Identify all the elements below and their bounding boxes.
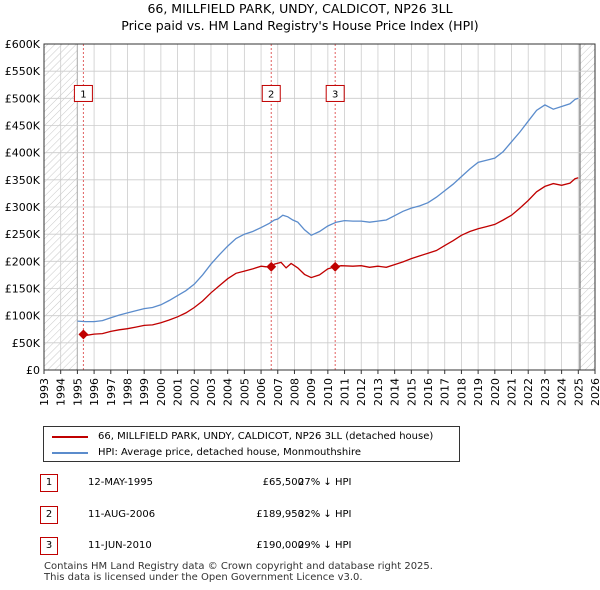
x-tick-label: 1993 <box>38 378 51 406</box>
y-tick-label: £250K <box>5 228 41 241</box>
x-tick-label: 2004 <box>222 378 235 406</box>
transaction-price: £65,500 <box>262 477 304 488</box>
y-tick-label: £100K <box>5 310 41 323</box>
sale-point <box>330 261 341 272</box>
x-tick-label: 2014 <box>389 378 402 406</box>
x-tick-label: 2017 <box>439 378 452 406</box>
footer-license: This data is licensed under the Open Gov… <box>44 572 363 583</box>
x-tick-label: 1998 <box>121 378 134 406</box>
x-tick-label: 2020 <box>489 378 502 406</box>
price-chart: 1 2 3 £0 £50K £100K £150K £200K £250K £300K £350K… <box>5 38 600 406</box>
transaction-price: £189,950 <box>256 509 304 520</box>
x-tick-label: 2015 <box>405 378 418 406</box>
y-tick-label: £400K <box>5 147 41 160</box>
x-tick-label: 1996 <box>88 378 101 406</box>
legend: 66, MILLFIELD PARK, UNDY, CALDICOT, NP26… <box>43 426 460 462</box>
legend-label-property: 66, MILLFIELD PARK, UNDY, CALDICOT, NP26… <box>98 431 434 442</box>
x-tick-label: 2000 <box>155 378 168 406</box>
x-tick-label: 1995 <box>71 378 84 406</box>
transaction-hpi-diff: 29% ↓ HPI <box>298 540 352 551</box>
x-tick-label: 2016 <box>422 378 435 406</box>
legend-swatch-hpi <box>52 452 88 454</box>
y-tick-label: £550K <box>5 65 41 78</box>
transaction-date: 11-JUN-2010 <box>88 540 152 551</box>
x-tick-label: 1997 <box>105 378 118 406</box>
x-tick-label: 2002 <box>188 378 201 406</box>
sale-badge-box <box>73 84 93 102</box>
y-tick-label: £600K <box>5 38 41 51</box>
transaction-number: 3 <box>40 537 58 555</box>
sale-badge-label: 2 <box>268 89 274 100</box>
transaction-price: £190,000 <box>256 540 304 551</box>
chart-title: 66, MILLFIELD PARK, UNDY, CALDICOT, NP26… <box>147 1 453 16</box>
sale-point <box>78 329 89 340</box>
legend-swatch-property <box>52 436 88 438</box>
x-tick-label: 2001 <box>172 378 185 406</box>
x-tick-label: 2008 <box>288 378 301 406</box>
y-tick-label: £200K <box>5 255 41 268</box>
sale-badge-label: 3 <box>332 89 338 100</box>
legend-label-hpi: HPI: Average price, detached house, Monm… <box>98 447 362 458</box>
x-tick-label: 2003 <box>205 378 218 406</box>
y-tick-label: £450K <box>5 120 41 133</box>
transaction-number: 1 <box>40 474 58 492</box>
x-tick-label: 2018 <box>455 378 468 406</box>
x-tick-label: 2007 <box>272 378 285 406</box>
x-tick-label: 2025 <box>572 378 585 406</box>
y-tick-label: £150K <box>5 283 41 296</box>
chart-subtitle: Price paid vs. HM Land Registry's House … <box>121 18 479 33</box>
x-tick-label: 2023 <box>539 378 552 406</box>
y-tick-label: £0 <box>26 364 40 377</box>
y-tick-label: £350K <box>5 174 41 187</box>
transaction-date: 12-MAY-1995 <box>88 477 154 488</box>
transaction-hpi-diff: 32% ↓ HPI <box>298 509 352 520</box>
x-tick-label: 2006 <box>255 378 268 406</box>
x-tick-label: 2024 <box>556 378 569 406</box>
x-tick-label: 2021 <box>506 378 519 406</box>
x-tick-label: 1994 <box>55 378 68 406</box>
x-tick-label: 2012 <box>355 378 368 406</box>
sale-point <box>266 261 277 272</box>
x-tick-label: 2010 <box>322 378 335 406</box>
x-tick-label: 2019 <box>472 378 485 406</box>
y-tick-label: £500K <box>5 92 41 105</box>
property-price-line <box>83 177 579 336</box>
x-tick-label: 2011 <box>339 378 352 406</box>
transaction-hpi-diff: 27% ↓ HPI <box>298 477 352 488</box>
plot-frame <box>43 43 596 371</box>
x-tick-label: 1999 <box>138 378 151 406</box>
x-tick-label: 2026 <box>589 378 600 406</box>
transaction-number: 2 <box>40 506 58 524</box>
sale-badge-box <box>261 84 281 102</box>
x-tick-label: 2013 <box>372 378 385 406</box>
y-tick-label: £300K <box>5 201 41 214</box>
transaction-date: 11-AUG-2006 <box>88 509 156 520</box>
x-tick-label: 2009 <box>305 378 318 406</box>
x-tick-label: 2022 <box>522 378 535 406</box>
hpi-line <box>77 97 579 323</box>
sale-badge-label: 1 <box>80 89 86 100</box>
footer-copyright: Contains HM Land Registry data © Crown c… <box>44 561 433 572</box>
y-tick-label: £50K <box>12 337 41 350</box>
sale-badge-box <box>325 84 345 102</box>
x-tick-label: 2005 <box>238 378 251 406</box>
